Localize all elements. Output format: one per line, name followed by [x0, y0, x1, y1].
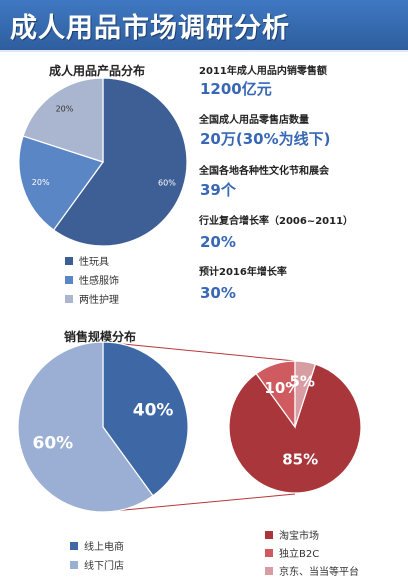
online-breakdown-pie: 85% 10%5% [228, 360, 362, 494]
stat-label-retail-sales: 2011年成人用品内销零售额 [199, 66, 327, 77]
legend-label: 性玩具 [79, 257, 109, 268]
online-pie-slice-2 [294, 360, 317, 428]
connector-line-top [102, 341, 296, 362]
legend-label: 性感服饰 [79, 276, 119, 287]
product-pie-value-label-2: 20% [56, 104, 74, 113]
legend-swatch [70, 541, 78, 550]
legend-label: 独立B2C [279, 549, 320, 560]
legend-swatch [65, 275, 73, 284]
legend-label: 线下门店 [84, 561, 124, 572]
stat-label-growth-2016: 预计2016年增长率 [199, 267, 287, 278]
product-pie-slice-1 [18, 135, 104, 231]
sales-distribution-pie: 40% 60% [17, 341, 189, 513]
stat-label-festivals: 全国各地各种性文化节和展会 [199, 166, 329, 177]
legend-label: 京东、当当等平台 [279, 567, 359, 578]
sales-pie-value-label-1: 60% [33, 433, 74, 453]
product-pie-slice-2 [22, 77, 104, 163]
legend-swatch [265, 530, 273, 539]
breakdown-connector [102, 341, 296, 513]
sales-pie-slice-0 [102, 341, 189, 497]
online-pie-value-label-1: 10% [264, 379, 300, 397]
legend-item-sex-toys: 性玩具 [65, 253, 109, 268]
legend-item-online: 线上电商 [70, 538, 124, 553]
legend-item-offline: 线下门店 [70, 557, 124, 572]
stat-label-cagr: 行业复合增长率（2006~2011） [199, 216, 354, 227]
stat-value-festivals: 39个 [200, 181, 236, 199]
stat-label-store-count: 全国成人用品零售店数量 [199, 115, 309, 126]
legend-item-b2c: 独立B2C [265, 545, 319, 560]
stat-value-cagr: 20% [200, 233, 236, 251]
page-title: 成人用品市场调研分析 [10, 13, 290, 44]
sales-pie-slice-1 [17, 341, 154, 513]
legend-swatch [70, 560, 78, 569]
product-distribution-title: 成人用品产品分布 [49, 64, 146, 78]
product-pie-slice-0 [52, 77, 188, 247]
legend-swatch [265, 548, 273, 557]
product-pie-value-label-0: 60% [158, 178, 176, 187]
legend-item-platforms: 京东、当当等平台 [265, 563, 359, 578]
product-distribution-pie: 60% 20% 20% [18, 77, 188, 247]
legend-item-care: 两性护理 [65, 291, 119, 306]
product-pie-value-label-1: 20% [32, 178, 50, 187]
legend-swatch [65, 256, 73, 265]
sales-distribution-title: 销售规模分布 [64, 330, 137, 344]
legend-item-taobao: 淘宝市场 [265, 527, 319, 542]
legend-swatch [65, 294, 73, 303]
online-pie-value-label-2: 5% [289, 372, 314, 390]
legend-label: 两性护理 [79, 295, 119, 306]
legend-item-lingerie: 性感服饰 [65, 272, 119, 287]
stat-value-growth-2016: 30% [200, 284, 236, 302]
header-banner: 成人用品市场调研分析 [0, 0, 408, 52]
connector-line-bottom [102, 493, 296, 513]
legend-swatch [265, 566, 273, 575]
stat-value-store-count: 20万(30%为线下) [200, 130, 331, 148]
online-pie-slice-0 [228, 363, 362, 494]
sales-pie-value-label-0: 40% [133, 401, 174, 421]
stat-value-retail-sales: 1200亿元 [200, 80, 272, 98]
online-pie-value-label-0: 85% [282, 451, 318, 469]
legend-label: 淘宝市场 [279, 531, 319, 542]
legend-label: 线上电商 [84, 542, 124, 553]
